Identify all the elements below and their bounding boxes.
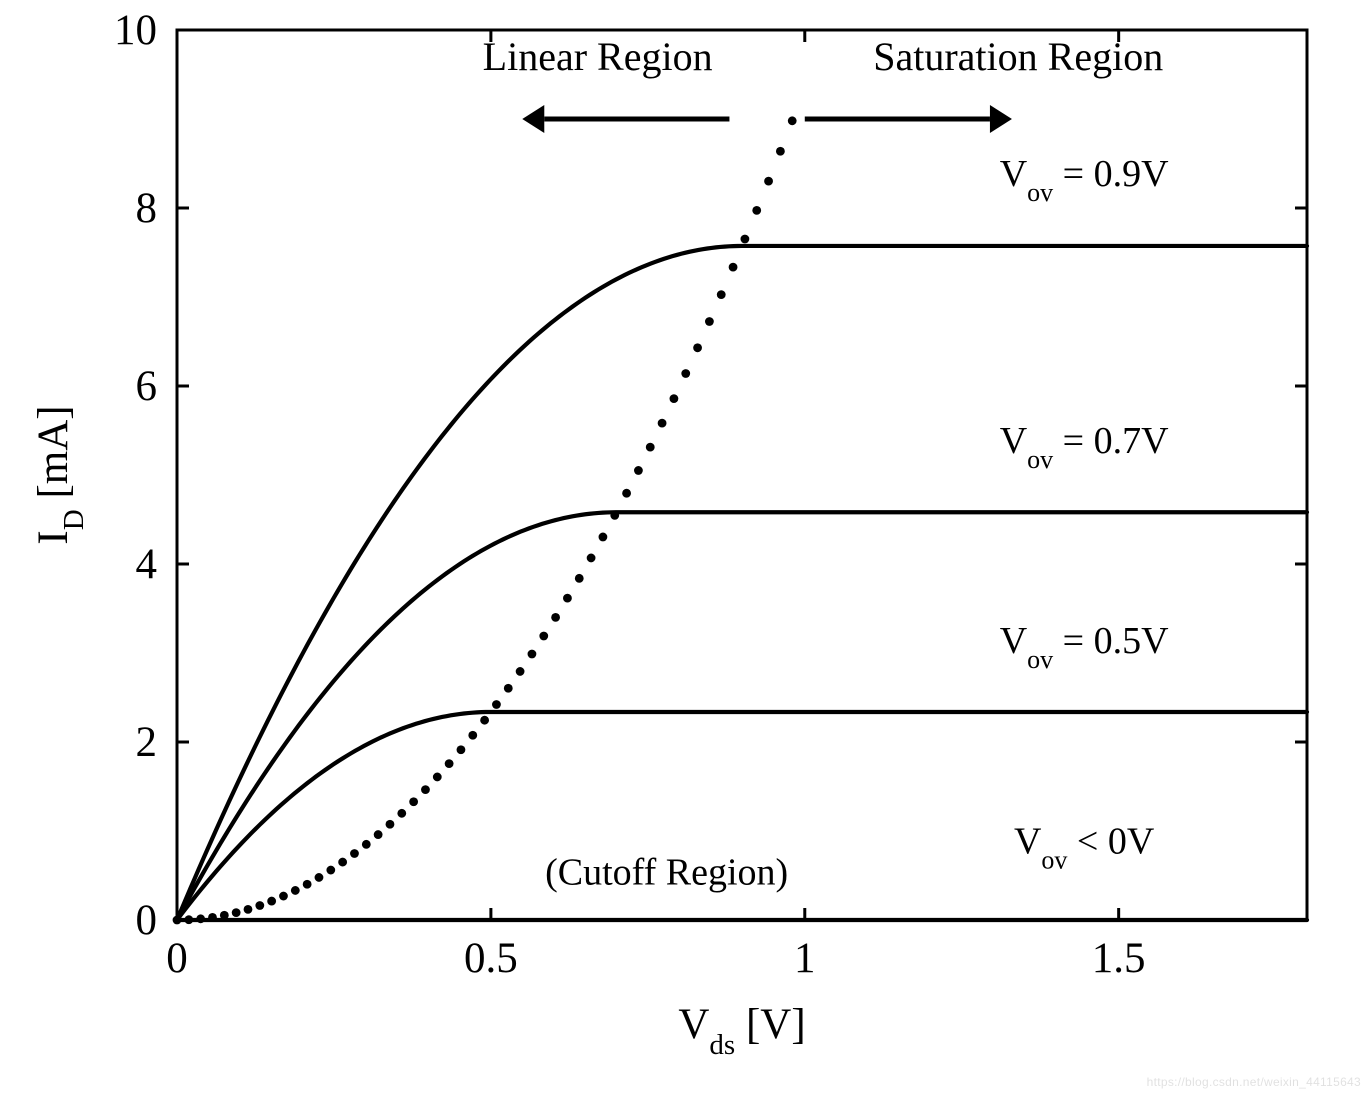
boundary-dot xyxy=(729,263,738,272)
boundary-dot xyxy=(693,343,702,352)
saturation-region-label: Saturation Region xyxy=(873,34,1163,79)
boundary-dot xyxy=(705,317,714,326)
boundary-dot xyxy=(315,873,324,882)
boundary-dot xyxy=(350,849,359,858)
cutoff-region-label: (Cutoff Region) xyxy=(545,851,788,893)
boundary-dot xyxy=(670,394,679,403)
boundary-dot xyxy=(409,797,418,806)
boundary-dot xyxy=(599,533,608,542)
boundary-dot xyxy=(386,820,395,829)
boundary-dot xyxy=(610,511,619,520)
y-tick-label: 10 xyxy=(114,7,157,54)
boundary-dot xyxy=(717,290,726,299)
boundary-dot xyxy=(267,897,276,906)
boundary-dot xyxy=(634,466,643,475)
x-tick-label: 0.5 xyxy=(464,935,518,982)
boundary-dot xyxy=(681,369,690,378)
boundary-dot xyxy=(740,235,749,244)
boundary-dot xyxy=(504,684,513,693)
boundary-dot xyxy=(776,147,785,156)
boundary-dot xyxy=(291,886,300,895)
boundary-dot xyxy=(338,858,347,867)
x-tick-label: 1.5 xyxy=(1092,935,1146,982)
y-tick-label: 8 xyxy=(136,185,158,232)
y-tick-label: 0 xyxy=(136,897,158,944)
boundary-dot xyxy=(445,759,454,768)
boundary-dot xyxy=(516,667,525,676)
linear-region-label: Linear Region xyxy=(483,34,713,79)
boundary-dot xyxy=(184,915,193,924)
boundary-dot xyxy=(622,489,631,498)
boundary-dot xyxy=(244,905,253,914)
boundary-dot xyxy=(788,116,797,125)
boundary-dot xyxy=(764,177,773,186)
boundary-dot xyxy=(397,809,406,818)
x-tick-label: 1 xyxy=(794,935,816,982)
boundary-dot xyxy=(255,901,264,910)
y-axis-title: ID [mA] xyxy=(30,405,90,544)
boundary-dot xyxy=(173,916,182,925)
boundary-dot xyxy=(457,745,466,754)
boundary-dot xyxy=(362,840,371,849)
boundary-dot xyxy=(646,443,655,452)
boundary-dot xyxy=(303,880,312,889)
boundary-dot xyxy=(326,866,335,875)
mosfet-iv-chart: 00.511.50246810Vds [V]ID [mA]Vov = 0.9VV… xyxy=(0,0,1369,1095)
boundary-dot xyxy=(468,731,477,740)
boundary-dot xyxy=(220,911,229,920)
boundary-dot xyxy=(279,892,288,901)
boundary-dot xyxy=(539,632,548,641)
watermark-text: https://blog.csdn.net/weixin_44115643 xyxy=(1147,1075,1361,1089)
boundary-dot xyxy=(480,716,489,725)
boundary-dot xyxy=(421,785,430,794)
boundary-dot xyxy=(551,613,560,622)
x-axis-title: Vds [V] xyxy=(678,1001,805,1061)
y-tick-label: 2 xyxy=(136,719,158,766)
y-tick-label: 6 xyxy=(136,363,158,410)
boundary-dot xyxy=(374,830,383,839)
boundary-dot xyxy=(492,700,501,709)
boundary-dot xyxy=(658,419,667,428)
boundary-dot xyxy=(752,206,761,215)
boundary-dot xyxy=(433,773,442,782)
boundary-dot xyxy=(196,914,205,923)
boundary-dot xyxy=(587,554,596,563)
x-tick-label: 0 xyxy=(166,935,188,982)
boundary-dot xyxy=(232,908,241,917)
boundary-dot xyxy=(563,594,572,603)
y-tick-label: 4 xyxy=(136,541,158,588)
boundary-dot xyxy=(528,650,537,659)
boundary-dot xyxy=(575,574,584,583)
boundary-dot xyxy=(208,913,217,922)
